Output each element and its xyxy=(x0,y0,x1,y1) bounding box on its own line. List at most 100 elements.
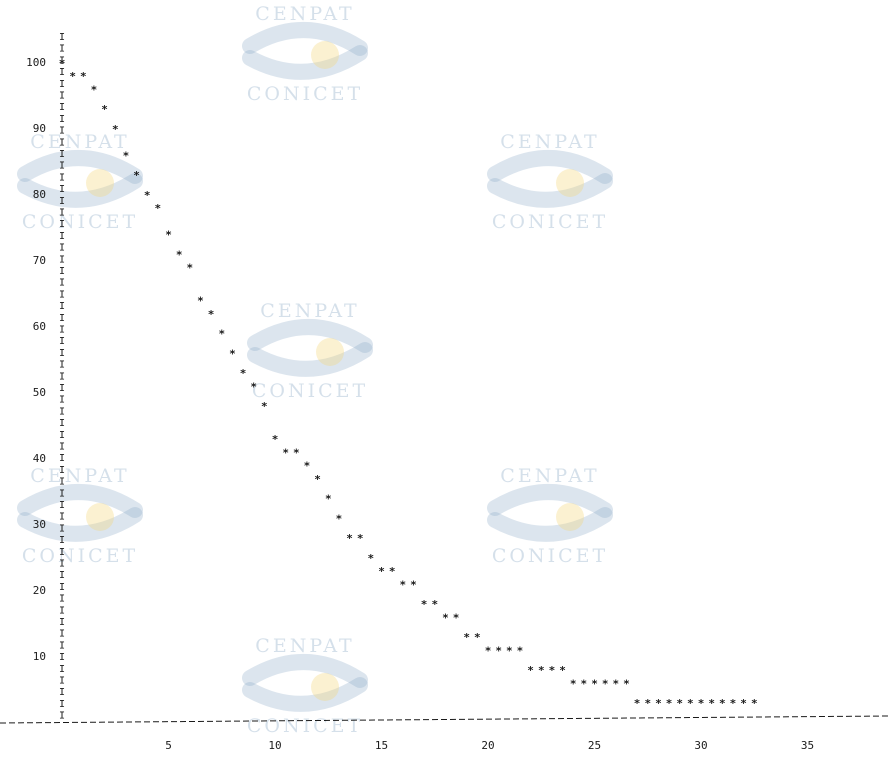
y-axis-glyph: I xyxy=(59,325,65,336)
axes: IIIIIIIIIIIIIIIIIIIIIIIIIIIIIIIIIIIIIIII… xyxy=(0,32,888,724)
watermark-swoosh xyxy=(487,150,613,184)
y-tick-label: 10 xyxy=(33,650,46,663)
watermark-sun xyxy=(556,169,584,197)
data-point: * xyxy=(101,103,108,116)
y-axis-glyph: I xyxy=(59,664,65,675)
data-point: * xyxy=(336,512,343,525)
watermark-swoosh xyxy=(242,45,368,80)
data-point: * xyxy=(644,697,651,710)
y-tick-label: 30 xyxy=(33,518,46,531)
data-point: * xyxy=(421,598,428,611)
data-point: * xyxy=(144,189,151,202)
data-point: * xyxy=(559,664,566,677)
watermark-swoosh xyxy=(487,484,613,518)
data-point: * xyxy=(591,677,598,690)
y-axis-glyph: I xyxy=(59,383,65,394)
data-point: * xyxy=(229,347,236,360)
data-point: * xyxy=(378,565,385,578)
data-point: * xyxy=(549,664,556,677)
y-tick-label: 50 xyxy=(33,386,46,399)
watermark-text: CONICET xyxy=(22,545,138,567)
data-series: ** ******************** ****** *** ** ** ** ** *… xyxy=(59,57,758,710)
y-axis: IIIIIIIIIIIIIIIIIIIIIIIIIIIIIIIIIIIIIIII… xyxy=(59,32,65,722)
y-axis-glyph: I xyxy=(59,301,65,312)
data-point: * xyxy=(282,446,289,459)
y-axis-glyph: I xyxy=(59,640,65,651)
data-point: * xyxy=(431,598,438,611)
y-tick-label: 40 xyxy=(33,452,46,465)
data-point: * xyxy=(453,611,460,624)
data-point: * xyxy=(240,367,247,380)
y-axis-glyph: I xyxy=(59,711,65,722)
y-axis-glyph: I xyxy=(59,559,65,570)
watermark-text: CENPAT xyxy=(260,300,359,322)
x-tick-label: 30 xyxy=(694,739,707,752)
data-point: * xyxy=(314,473,321,486)
watermark-text: CENPAT xyxy=(30,465,129,487)
data-point: * xyxy=(474,631,481,644)
watermark-layer: CENPATCONICETCENPATCONICETCENPATCONICETC… xyxy=(17,3,613,737)
y-axis-glyph: I xyxy=(59,488,65,499)
y-tick-labels: 100 90 80 70 60 50 40 30 20 10 xyxy=(26,56,46,663)
data-point: * xyxy=(442,611,449,624)
y-axis-glyph: I xyxy=(59,149,65,160)
x-tick-labels: 5 10 15 20 25 30 35 xyxy=(165,739,814,752)
watermark-text: CONICET xyxy=(247,83,363,105)
y-axis-glyph: I xyxy=(59,360,65,371)
y-axis-glyph: I xyxy=(59,430,65,441)
watermark-stamp: CENPAT CONICET xyxy=(487,131,613,233)
data-point: * xyxy=(666,697,673,710)
data-point: * xyxy=(80,70,87,83)
y-axis-glyph: I xyxy=(59,465,65,476)
y-axis-glyph: I xyxy=(59,219,65,230)
y-axis-glyph: I xyxy=(59,67,65,78)
x-tick-label: 15 xyxy=(375,739,388,752)
watermark-swoosh xyxy=(17,150,143,184)
watermark-swoosh xyxy=(17,173,143,208)
x-tick-label: 10 xyxy=(268,739,281,752)
watermark-swoosh xyxy=(247,342,373,377)
y-axis-glyph: I xyxy=(59,102,65,113)
y-tick-label: 70 xyxy=(33,254,46,267)
data-point: * xyxy=(538,664,545,677)
data-point: * xyxy=(197,295,204,308)
watermark-text: CENPAT xyxy=(500,131,599,153)
data-point: * xyxy=(346,532,353,545)
watermark-text: CONICET xyxy=(22,211,138,233)
watermark-swoosh xyxy=(487,507,613,542)
data-point: * xyxy=(740,697,747,710)
y-axis-glyph: I xyxy=(59,44,65,55)
y-axis-glyph: I xyxy=(59,395,65,406)
data-point: * xyxy=(698,697,705,710)
watermark-text: CONICET xyxy=(247,715,363,737)
watermark-text: CENPAT xyxy=(30,131,129,153)
y-axis-glyph: I xyxy=(59,114,65,125)
watermark-sun xyxy=(556,503,584,531)
data-point: * xyxy=(570,677,577,690)
data-point: * xyxy=(368,552,375,565)
y-axis-glyph: I xyxy=(59,406,65,417)
data-point: * xyxy=(59,57,66,70)
x-tick-label: 5 xyxy=(165,739,172,752)
y-axis-glyph: I xyxy=(59,336,65,347)
watermark-sun xyxy=(311,41,339,69)
data-point: * xyxy=(389,565,396,578)
watermark-swoosh xyxy=(242,22,368,56)
watermark-text: CONICET xyxy=(492,545,608,567)
data-point: * xyxy=(155,202,162,215)
y-axis-glyph: I xyxy=(59,172,65,183)
y-axis-glyph: I xyxy=(59,243,65,254)
y-axis-glyph: I xyxy=(59,91,65,102)
data-point: * xyxy=(261,400,268,413)
watermark-text: CENPAT xyxy=(500,465,599,487)
data-point: * xyxy=(506,644,513,657)
y-axis-glyph: I xyxy=(59,500,65,511)
y-axis-glyph: I xyxy=(59,605,65,616)
data-point: * xyxy=(123,149,130,162)
data-point: * xyxy=(485,644,492,657)
data-point: * xyxy=(612,677,619,690)
y-axis-glyph: I xyxy=(59,442,65,453)
watermark-text: CENPAT xyxy=(255,635,354,657)
data-point: * xyxy=(133,169,140,182)
data-point: * xyxy=(687,697,694,710)
